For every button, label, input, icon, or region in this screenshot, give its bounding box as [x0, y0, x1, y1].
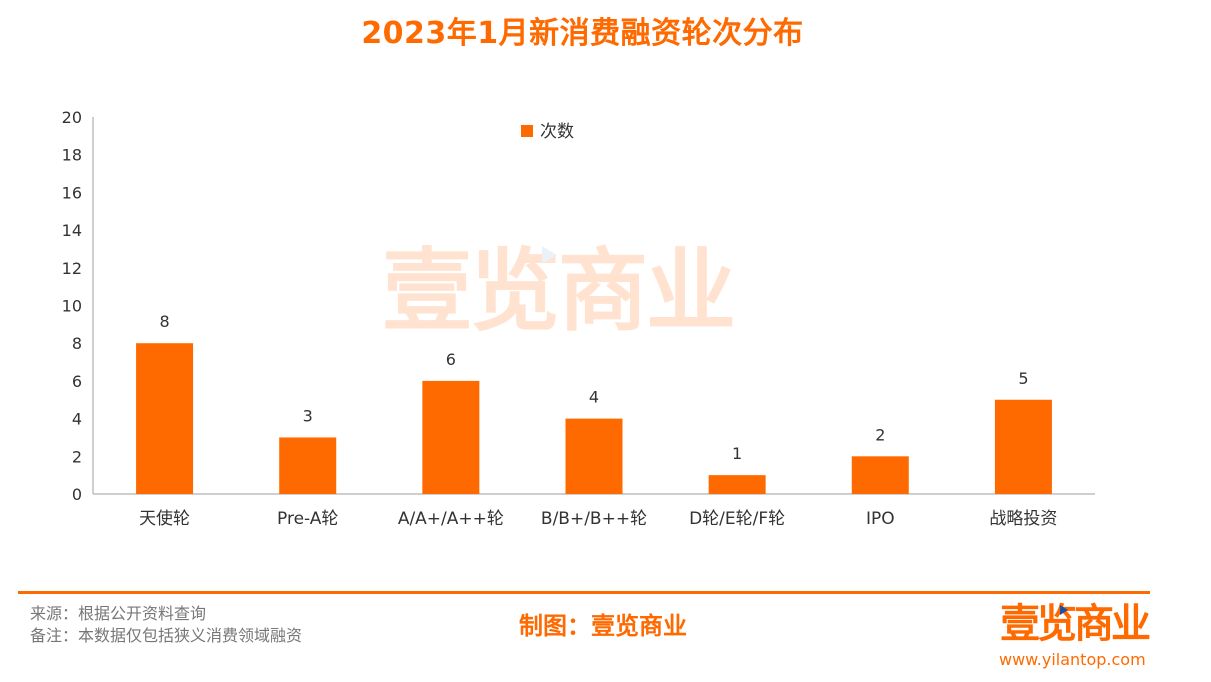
y-tick-label: 0 [72, 485, 82, 504]
data-label: 6 [446, 350, 456, 369]
legend-label: 次数 [540, 122, 574, 142]
y-tick-label: 18 [62, 146, 82, 165]
y-tick-label: 8 [72, 334, 82, 353]
bar [279, 437, 337, 494]
data-label: 1 [732, 444, 742, 463]
data-label: 8 [159, 312, 169, 331]
source-text: 来源：根据公开资料查询 [30, 604, 207, 623]
x-tick-label: Pre-A轮 [277, 509, 338, 529]
data-label: 3 [303, 406, 313, 425]
data-label: 2 [875, 425, 885, 444]
bar [136, 343, 194, 494]
y-tick-label: 12 [62, 259, 82, 278]
y-tick-label: 20 [62, 108, 82, 127]
footer-notes: 来源：根据公开资料查询 备注：本数据仅包括狭义消费领域融资 [30, 603, 302, 647]
bar-chart: 024681012141618208天使轮3Pre-A轮6A/A+/A++轮4B… [62, 108, 1095, 529]
bar [565, 418, 623, 494]
brand-logo-text: 壹览商业 [1000, 601, 1151, 647]
bar [994, 399, 1052, 494]
watermark-text: 壹览商业 [382, 239, 736, 344]
y-tick-label: 4 [72, 410, 82, 429]
y-tick-label: 16 [62, 183, 82, 202]
x-tick-label: A/A+/A++轮 [398, 509, 504, 529]
x-tick-label: D轮/E轮/F轮 [689, 509, 785, 529]
bar [422, 380, 480, 494]
watermark: 壹览商业 [382, 218, 736, 348]
maker-credit: 制图：壹览商业 [519, 612, 687, 640]
y-tick-label: 2 [72, 447, 82, 466]
x-tick-label: 战略投资 [989, 509, 1057, 529]
bar [851, 456, 909, 494]
note-text: 备注：本数据仅包括狭义消费领域融资 [30, 626, 303, 645]
legend-swatch [521, 125, 533, 137]
data-label: 5 [1018, 369, 1028, 388]
play-icon [1060, 605, 1068, 615]
y-tick-label: 14 [62, 221, 82, 240]
y-tick-label: 10 [62, 297, 82, 316]
bar [708, 475, 766, 494]
x-tick-label: IPO [866, 509, 895, 529]
data-label: 4 [589, 388, 599, 407]
x-tick-label: B/B+/B++轮 [541, 509, 647, 529]
x-tick-label: 天使轮 [139, 508, 190, 529]
play-icon [542, 246, 557, 264]
footer-divider [18, 591, 1150, 594]
y-tick-label: 6 [72, 372, 82, 391]
brand-logo: 壹览商业 [1000, 591, 1151, 649]
chart-title: 2023年1月新消费融资轮次分布 [361, 16, 804, 51]
brand-url: www.yilantop.com [999, 650, 1146, 669]
